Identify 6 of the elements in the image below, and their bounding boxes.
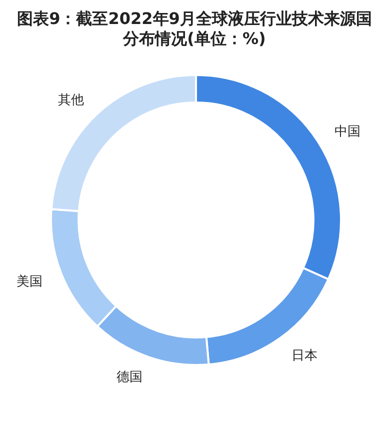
slice-label: 其他 [58,93,84,108]
slice-label: 德国 [116,370,143,386]
slice-label: 日本 [292,348,318,364]
slice-label: 美国 [16,273,42,290]
slice-label: 中国 [334,124,360,140]
chart-title: 图表9：截至2022年9月全球液压行业技术来源国分布情况(单位：%) [17,9,372,48]
